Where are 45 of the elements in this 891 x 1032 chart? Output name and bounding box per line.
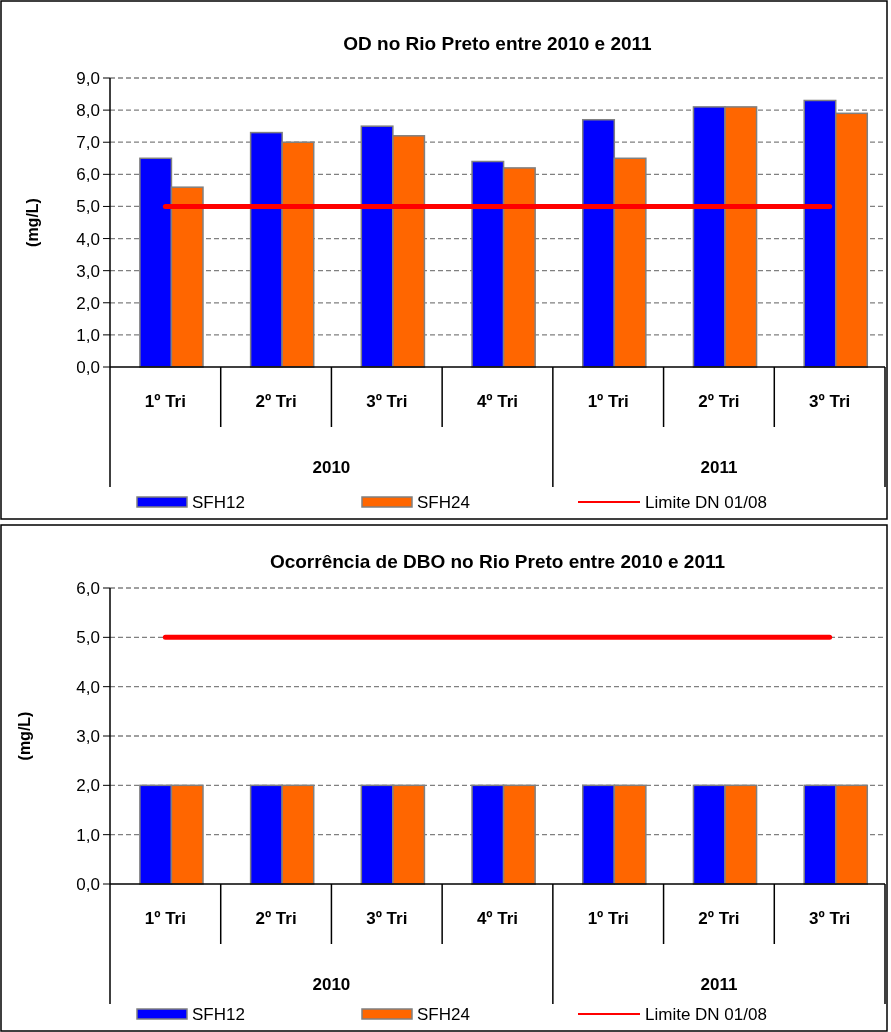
x-tick-label: 1º Tri <box>587 908 629 928</box>
x-tick-label: 3º Tri <box>809 391 851 411</box>
x-tick-label: 3º Tri <box>366 391 408 411</box>
x-tick-label: 3º Tri <box>809 908 851 928</box>
y-tick-label: 5,0 <box>76 197 100 217</box>
x-tick-label: 1º Tri <box>144 908 186 928</box>
y-tick-label: 2,0 <box>76 776 100 796</box>
y-tick-label: 6,0 <box>76 578 100 598</box>
x-tick-label: 1º Tri <box>144 391 186 411</box>
y-tick-label: 3,0 <box>76 726 100 746</box>
text: 2011 <box>700 457 738 477</box>
legend-label: SFH24 <box>417 492 470 512</box>
legend-label: Limite DN 01/08 <box>645 1004 767 1024</box>
legend-label: Limite DN 01/08 <box>645 492 767 512</box>
legend-label: SFH12 <box>192 492 245 512</box>
chart-title: OD no Rio Preto entre 2010 e 2011 <box>343 33 653 54</box>
y-tick-label: 0,0 <box>76 357 100 377</box>
y-axis-title: (mg/L) <box>24 198 41 247</box>
text: 2011 <box>700 974 738 994</box>
y-tick-label: 4,0 <box>76 229 100 249</box>
y-tick-label: 8,0 <box>76 101 100 121</box>
x-tick-label: 2º Tri <box>255 391 297 411</box>
legend-label: SFH12 <box>192 1004 245 1024</box>
y-tick-label: 7,0 <box>76 133 100 153</box>
legend-label: SFH24 <box>417 1004 470 1024</box>
x-tick-label: 2º Tri <box>255 908 297 928</box>
y-tick-label: 2,0 <box>76 293 100 313</box>
x-tick-label: 3º Tri <box>366 908 408 928</box>
x-tick-label: 4º Tri <box>476 391 519 411</box>
x-tick-label: 4º Tri <box>476 908 519 928</box>
y-tick-label: 3,0 <box>76 261 100 281</box>
chart-title: Ocorrência de DBO no Rio Preto entre 2010 e 2011 <box>269 551 726 572</box>
y-tick-label: 6,0 <box>76 165 100 185</box>
text: 2010 <box>312 457 351 477</box>
x-tick-label: 1º Tri <box>587 391 629 411</box>
y-tick-label: 0,0 <box>76 874 100 894</box>
y-tick-label: 9,0 <box>76 68 100 88</box>
x-tick-label: 2º Tri <box>698 908 740 928</box>
y-tick-label: 4,0 <box>76 677 100 697</box>
y-tick-label: 5,0 <box>76 628 100 648</box>
x-tick-label: 2º Tri <box>698 391 740 411</box>
text: 2010 <box>312 974 351 994</box>
y-tick-label: 1,0 <box>76 825 100 845</box>
y-tick-label: 1,0 <box>76 325 100 345</box>
y-axis-title: (mg/L) <box>16 711 33 761</box>
